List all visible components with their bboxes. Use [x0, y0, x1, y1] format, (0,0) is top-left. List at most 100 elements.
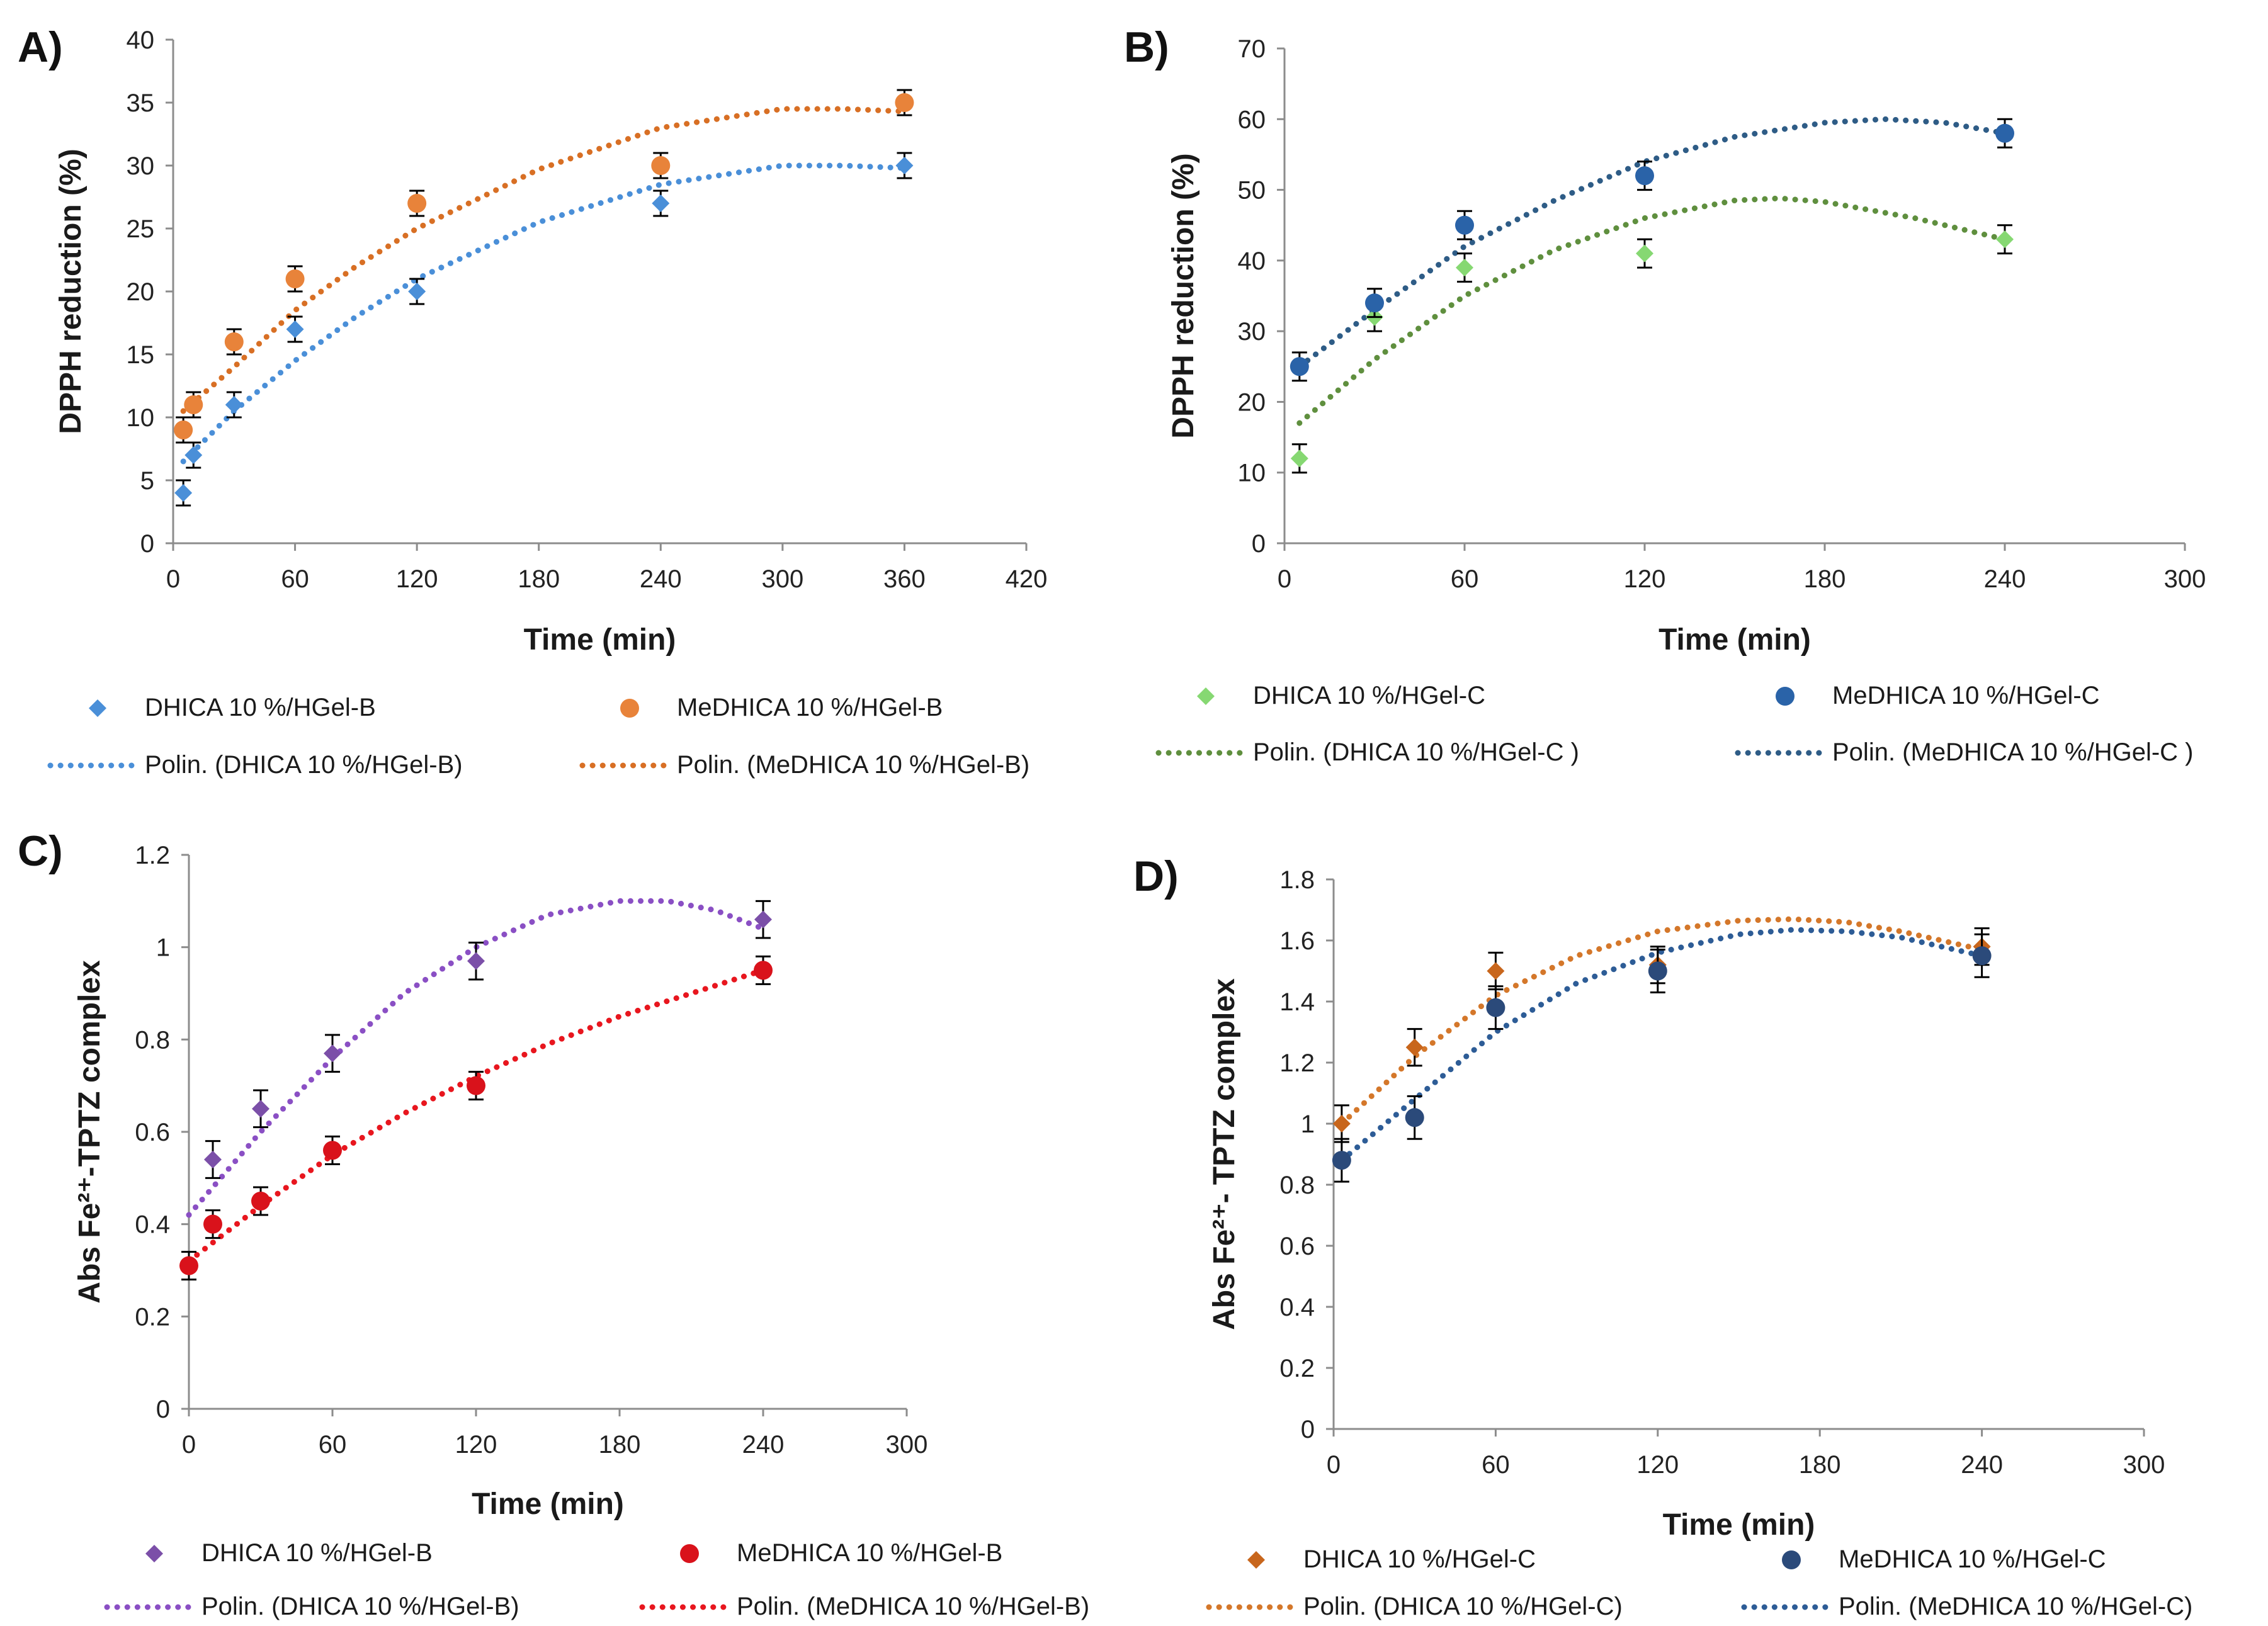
legend-marker: [89, 699, 106, 717]
y-tick-label: 0: [1301, 1416, 1315, 1443]
legend-marker: [1782, 1550, 1801, 1569]
x-tick-label: 180: [1799, 1451, 1841, 1479]
series-medhica: [179, 955, 773, 1281]
x-tick-label: 0: [166, 565, 180, 593]
x-axis-title: Time (min): [1658, 623, 1811, 657]
x-tick-label: 420: [1006, 565, 1048, 593]
y-tick-label: 0: [140, 530, 154, 558]
y-tick-label: 10: [127, 404, 155, 432]
data-point: [203, 1214, 222, 1234]
trendline-medhica: [1339, 927, 1985, 1163]
legend-marker: [145, 1545, 163, 1562]
data-point: [1996, 230, 2014, 249]
data-point: [1405, 1108, 1424, 1127]
legend-label: DHICA 10 %/HGel-B: [201, 1539, 433, 1567]
data-point: [1456, 259, 1473, 277]
x-tick-label: 240: [640, 565, 682, 593]
data-point: [224, 332, 244, 351]
x-tick-label: 360: [883, 565, 926, 593]
x-tick-label: 60: [1482, 1451, 1510, 1479]
y-tick-label: 40: [1238, 247, 1266, 275]
legend: DHICA 10 %/HGel-C MeDHICA 10 %/HGel-C Poli…: [1206, 1545, 2192, 1620]
y-tick-label: 0.2: [135, 1303, 170, 1331]
trendline-dhica: [1296, 195, 2008, 426]
data-point: [652, 195, 670, 212]
y-axis-title: DPPH reduction (%): [54, 149, 88, 434]
data-point: [1995, 123, 2014, 143]
y-axis-title: DPPH reduction (%): [1167, 153, 1200, 438]
data-point: [754, 961, 773, 980]
series-dhica: [204, 900, 772, 1179]
y-tick-label: 0.8: [135, 1026, 170, 1054]
data-point: [184, 446, 203, 464]
y-tick-label: 0: [1252, 530, 1266, 558]
y-tick-label: 30: [1238, 318, 1266, 346]
x-axis-title: Time (min): [472, 1488, 624, 1521]
y-tick-label: 70: [1238, 35, 1266, 63]
data-point: [1487, 962, 1505, 980]
y-tick-label: 25: [127, 215, 155, 243]
legend-label: Polin. (MeDHICA 10 %/HGel-B): [677, 751, 1029, 779]
data-point: [467, 1076, 485, 1095]
y-tick-label: 1.8: [1279, 866, 1315, 894]
data-point: [225, 396, 243, 414]
panel-label: B): [1124, 23, 1169, 71]
legend-label: Polin. (DHICA 10 %/HGel-C): [1303, 1593, 1623, 1620]
data-point: [467, 952, 485, 970]
data-point: [323, 1141, 342, 1160]
y-tick-label: 35: [127, 89, 155, 117]
x-tick-label: 60: [1451, 565, 1479, 593]
legend-label: DHICA 10 %/HGel-C: [1303, 1545, 1536, 1573]
legend-label: Polin. (MeDHICA 10 %/HGel-C): [1839, 1593, 2192, 1620]
panel-label: C): [18, 827, 63, 875]
y-tick-label: 20: [1238, 388, 1266, 416]
x-tick-label: 240: [1984, 565, 2026, 593]
y-tick-label: 1: [1301, 1110, 1315, 1138]
data-point: [754, 910, 772, 929]
legend-marker: [1247, 1551, 1265, 1569]
data-point: [1290, 449, 1308, 468]
x-tick-label: 0: [1278, 565, 1291, 593]
legend-label: Polin. (DHICA 10 %/HGel-B): [145, 751, 463, 779]
legend-marker: [1776, 687, 1795, 706]
chart-panel-b: B) 0 10 20 30 40 50 60 70 0 60 120 180 240 300 Time (mi…: [1124, 23, 2206, 766]
x-tick-label: 0: [182, 1431, 196, 1459]
x-tick-label: 60: [281, 565, 309, 593]
data-point: [174, 421, 193, 439]
chart-panel-a: A) 0 5 10 15 20 25 30 35 40 0 60 120 180 240 300 360 420 T…: [18, 23, 1047, 779]
trendline-medhica: [186, 967, 766, 1264]
y-axis-title: Abs Fe²⁺-TPTZ complex: [73, 960, 106, 1304]
x-tick-label: 120: [396, 565, 438, 593]
y-tick-label: 10: [1238, 460, 1266, 487]
y-tick-label: 0.6: [135, 1119, 170, 1146]
trendline-dhica: [180, 162, 907, 465]
data-point: [1635, 166, 1654, 186]
legend-label: MeDHICA 10 %/HGel-B: [737, 1539, 1002, 1567]
y-axis-title: Abs Fe²⁺- TPTZ complex: [1208, 978, 1241, 1330]
y-tick-label: 0.8: [1279, 1172, 1315, 1199]
x-axis-title: Time (min): [1663, 1508, 1815, 1542]
data-point: [204, 1151, 222, 1168]
trendline-medhica: [180, 106, 907, 414]
data-point: [184, 395, 203, 414]
data-point: [895, 157, 914, 174]
data-point: [1332, 1151, 1351, 1170]
x-tick-label: 180: [599, 1431, 641, 1459]
series-medhica: [174, 89, 914, 444]
y-tick-label: 1: [156, 934, 170, 962]
data-point: [1405, 1038, 1424, 1056]
y-tick-label: 0: [156, 1396, 170, 1423]
x-axis-title: Time (min): [524, 623, 676, 657]
x-tick-label: 120: [1624, 565, 1666, 593]
y-tick-label: 0.4: [1279, 1294, 1315, 1321]
y-tick-label: 1.4: [1279, 988, 1315, 1016]
y-tick-label: 20: [127, 278, 155, 306]
legend-label: MeDHICA 10 %/HGel-B: [677, 694, 943, 721]
data-point: [285, 269, 305, 288]
y-tick-label: 0.2: [1279, 1355, 1315, 1382]
x-tick-label: 300: [2123, 1451, 2165, 1479]
x-tick-label: 240: [1961, 1451, 2003, 1479]
data-point: [1648, 961, 1667, 981]
y-tick-label: 5: [140, 467, 154, 495]
